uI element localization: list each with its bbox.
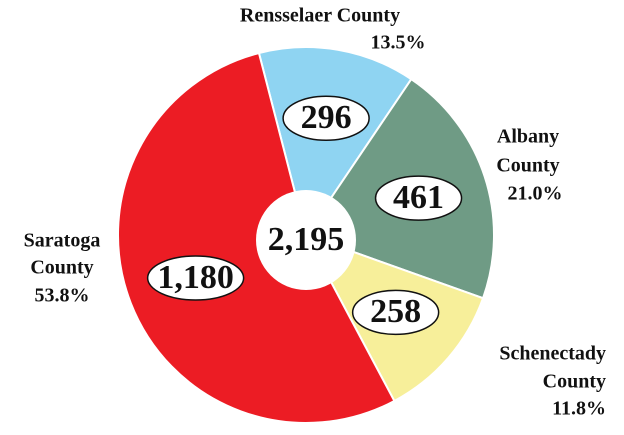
category-label: Albany [497,126,559,148]
percent-label: 11.8% [552,398,606,420]
category-label: County [30,257,93,279]
value-label-bg [374,175,463,221]
value-label-bg [351,289,440,336]
center-circle [256,190,356,290]
value-label: 296 [301,99,352,136]
value-label: 258 [370,293,421,330]
category-label: Rensselaer County [240,5,400,27]
category-label: Schenectady [499,343,606,365]
percent-label: 53.8% [35,285,90,307]
category-label: County [543,371,606,393]
total-label: 2,195 [268,221,345,258]
percent-label: 13.5% [371,32,426,54]
value-label: 461 [393,179,444,216]
value-label-bg [146,255,245,301]
category-label: Saratoga [24,230,101,252]
percent-label: 21.0% [508,183,563,205]
category-label: County [496,155,559,177]
value-label-bg [282,95,370,142]
pie-slice [257,46,413,238]
value-label: 1,180 [157,259,234,296]
